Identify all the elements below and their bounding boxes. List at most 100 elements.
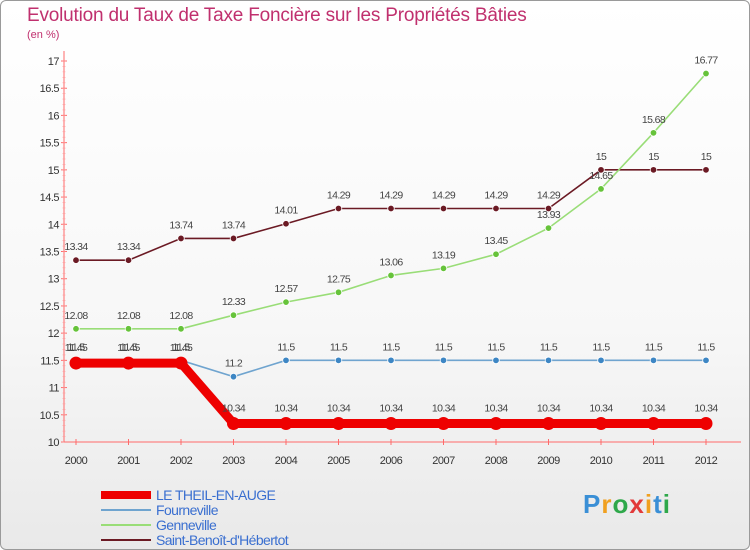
data-point — [702, 69, 710, 78]
data-point — [544, 356, 553, 365]
data-point — [332, 416, 345, 430]
data-point — [647, 416, 660, 430]
legend-label: Saint-Benoît-d'Hébertot — [156, 532, 289, 548]
legend-label: Fourneville — [156, 502, 219, 518]
data-point — [597, 185, 605, 193]
y-tick-label: 15.5 — [40, 138, 60, 150]
data-label: 13.19 — [432, 249, 456, 261]
data-point — [387, 204, 395, 213]
y-tick-label: 16.5 — [40, 83, 60, 95]
data-point — [124, 256, 133, 264]
data-point — [227, 416, 240, 430]
data-label: 10.34 — [537, 402, 561, 414]
x-tick-label: 2010 — [590, 455, 613, 467]
data-label: 13.06 — [379, 256, 403, 268]
data-label: 14.29 — [432, 190, 456, 202]
data-label: 11.5 — [540, 341, 558, 353]
data-label: 11.5 — [277, 341, 295, 353]
data-point — [334, 204, 343, 213]
data-label: 13.34 — [117, 241, 141, 253]
data-point — [229, 234, 238, 243]
data-label: 14.29 — [327, 190, 351, 202]
data-point — [699, 416, 713, 430]
data-point — [229, 311, 238, 319]
x-tick-label: 2000 — [65, 455, 88, 467]
data-label: 15.68 — [642, 114, 666, 126]
data-label: 12.75 — [327, 273, 351, 285]
y-tick-label: 16 — [48, 110, 60, 122]
data-label: 14.01 — [274, 205, 298, 217]
data-point — [174, 356, 188, 370]
data-point — [702, 356, 710, 365]
data-label: 11.2 — [225, 358, 243, 370]
data-label: 11.5 — [67, 341, 85, 353]
data-label: 11.45 — [117, 342, 140, 354]
data-point — [334, 288, 343, 297]
y-tick-label: 12 — [48, 328, 60, 340]
data-point — [649, 166, 658, 174]
data-label: 12.33 — [222, 296, 246, 308]
x-tick-label: 2012 — [695, 455, 718, 467]
legend-label: LE THEIL-EN-AUGE — [156, 487, 276, 503]
data-point — [72, 256, 80, 264]
data-point — [282, 220, 290, 228]
data-label: 15 — [596, 151, 607, 163]
y-tick-label: 12.5 — [40, 301, 60, 313]
data-label: 12.08 — [169, 310, 193, 322]
data-label: 11.5 — [697, 341, 715, 353]
data-point — [597, 166, 605, 174]
data-point — [334, 356, 343, 365]
x-tick-label: 2002 — [170, 455, 193, 467]
y-tick-label: 11.5 — [40, 355, 59, 367]
logo-letter: i — [662, 489, 671, 519]
data-label: 15 — [701, 151, 712, 163]
x-tick-label: 2011 — [643, 455, 665, 467]
logo-letter: x — [629, 489, 645, 519]
y-tick-label: 17 — [48, 56, 60, 68]
x-tick-label: 2007 — [432, 455, 455, 467]
data-point — [229, 372, 238, 381]
data-point — [702, 166, 710, 174]
data-point — [279, 416, 293, 430]
proxiti-logo: Proxiti — [583, 489, 671, 520]
data-label: 11.45 — [65, 342, 88, 354]
data-point — [177, 234, 185, 243]
y-tick-label: 13 — [48, 274, 60, 286]
data-label: 10.34 — [484, 402, 508, 414]
x-tick-label: 2008 — [485, 455, 508, 467]
chart-title: Evolution du Taux de Taxe Foncière sur l… — [27, 5, 527, 26]
data-label: 11.5 — [645, 341, 663, 353]
data-point — [439, 264, 448, 273]
data-point — [439, 356, 448, 365]
data-label: 12.08 — [64, 310, 88, 322]
y-tick-label: 11 — [49, 383, 60, 395]
data-label: 14.29 — [484, 190, 508, 202]
data-label: 10.34 — [379, 402, 403, 414]
data-label: 12.57 — [274, 283, 298, 295]
y-tick-label: 14 — [48, 219, 60, 231]
data-label: 14.29 — [537, 190, 561, 202]
data-label: 11.5 — [330, 341, 348, 353]
data-point — [492, 204, 500, 213]
data-point — [72, 325, 80, 333]
data-point — [384, 416, 398, 430]
data-label: 11.5 — [382, 341, 400, 353]
data-point — [69, 356, 83, 370]
logo-letter: t — [653, 489, 663, 519]
data-point — [492, 250, 500, 258]
data-point — [544, 204, 553, 213]
data-label: 10.34 — [222, 402, 246, 414]
x-tick-label: 2009 — [537, 455, 560, 467]
data-point — [387, 271, 395, 280]
data-label: 13.93 — [537, 209, 561, 221]
x-tick-label: 2003 — [222, 455, 245, 467]
data-point — [437, 416, 450, 430]
data-label: 11.5 — [592, 341, 610, 353]
series-line-saint-beno-t-d-h-bertot — [76, 169, 706, 262]
data-label: 11.45 — [170, 342, 193, 354]
y-tick-label: 10 — [48, 437, 60, 449]
x-tick-label: 2004 — [275, 455, 298, 467]
data-point — [597, 356, 605, 365]
